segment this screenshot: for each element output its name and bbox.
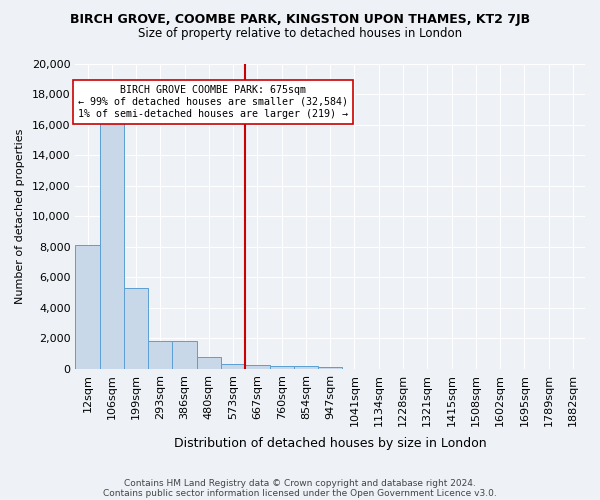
Bar (100, 116, 124, 369)
X-axis label: Distribution of detached houses by size in London: Distribution of detached houses by size … (174, 437, 487, 450)
Bar (197, 358, 221, 369)
Bar (245, 365, 269, 369)
Bar (148, 342, 172, 369)
Text: Contains HM Land Registry data © Crown copyright and database right 2024.: Contains HM Land Registry data © Crown c… (124, 478, 476, 488)
Bar (124, 288, 148, 369)
Text: BIRCH GROVE, COOMBE PARK, KINGSTON UPON THAMES, KT2 7JB: BIRCH GROVE, COOMBE PARK, KINGSTON UPON … (70, 12, 530, 26)
Bar (76, 246, 100, 369)
Bar (172, 342, 197, 369)
Bar (318, 366, 343, 369)
Text: Size of property relative to detached houses in London: Size of property relative to detached ho… (138, 28, 462, 40)
Bar (294, 366, 318, 369)
Text: Contains public sector information licensed under the Open Government Licence v3: Contains public sector information licen… (103, 488, 497, 498)
Bar (269, 366, 294, 369)
Y-axis label: Number of detached properties: Number of detached properties (15, 129, 25, 304)
Bar (221, 364, 245, 369)
Text: BIRCH GROVE COOMBE PARK: 675sqm
← 99% of detached houses are smaller (32,584)
1%: BIRCH GROVE COOMBE PARK: 675sqm ← 99% of… (78, 86, 348, 118)
